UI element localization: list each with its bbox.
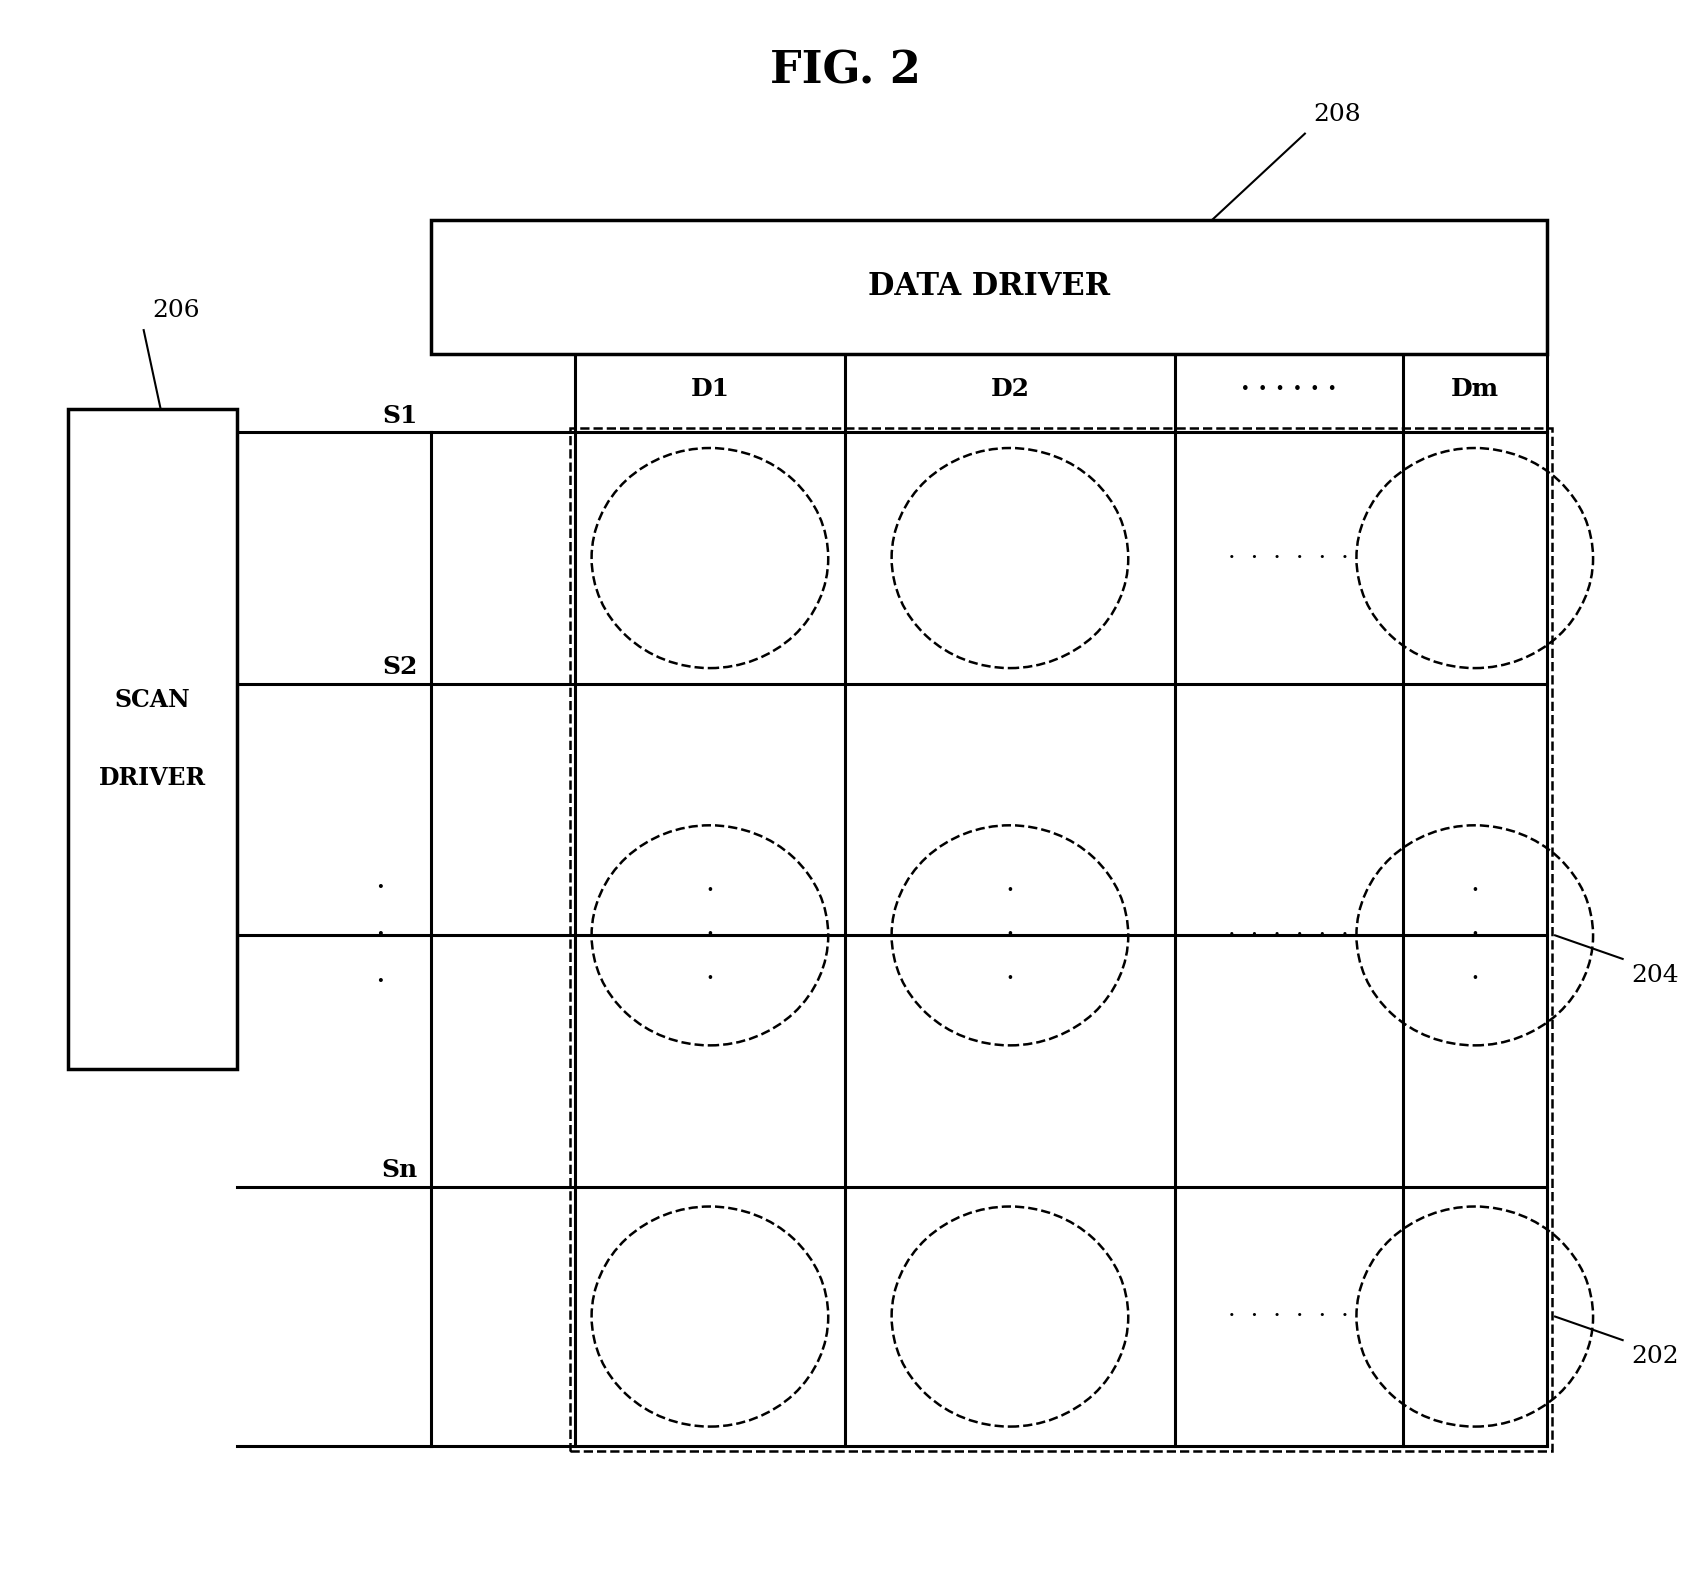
Text: S1: S1	[382, 404, 418, 428]
Text: ·  ·  ·  ·  ·  ·: · · · · · ·	[1228, 924, 1349, 946]
Text: D2: D2	[990, 377, 1029, 401]
Text: ·: ·	[1005, 921, 1015, 949]
Text: ·  ·  ·  ·  ·  ·: · · · · · ·	[1228, 547, 1349, 569]
Text: DRIVER: DRIVER	[98, 766, 206, 791]
Text: 204: 204	[1631, 964, 1678, 987]
Text: ·: ·	[706, 965, 714, 994]
Text: DATA DRIVER: DATA DRIVER	[868, 272, 1110, 302]
Text: 208: 208	[1313, 102, 1360, 126]
Text: ·: ·	[1470, 921, 1479, 949]
Text: 206: 206	[152, 299, 200, 322]
Text: Sn: Sn	[381, 1159, 418, 1182]
Text: ·: ·	[706, 921, 714, 949]
Text: ·: ·	[376, 872, 386, 904]
Text: 202: 202	[1631, 1344, 1678, 1368]
Text: ·: ·	[1470, 877, 1479, 905]
Bar	[68, 409, 237, 1069]
Text: Dm: Dm	[1450, 377, 1499, 401]
Text: S2: S2	[382, 656, 418, 679]
Text: ·: ·	[376, 920, 386, 951]
Text: FIG. 2: FIG. 2	[770, 49, 920, 93]
Text: · · · · · ·: · · · · · ·	[1240, 377, 1337, 401]
Text: ·: ·	[706, 877, 714, 905]
Bar	[570, 428, 1552, 1451]
Text: ·: ·	[376, 967, 386, 998]
Text: SCAN: SCAN	[115, 687, 190, 712]
Text: ·: ·	[1005, 877, 1015, 905]
Text: ·  ·  ·  ·  ·  ·: · · · · · ·	[1228, 1305, 1349, 1328]
Bar	[431, 220, 1546, 354]
Text: D1: D1	[690, 377, 729, 401]
Text: ·: ·	[1470, 965, 1479, 994]
Text: ·: ·	[1005, 965, 1015, 994]
